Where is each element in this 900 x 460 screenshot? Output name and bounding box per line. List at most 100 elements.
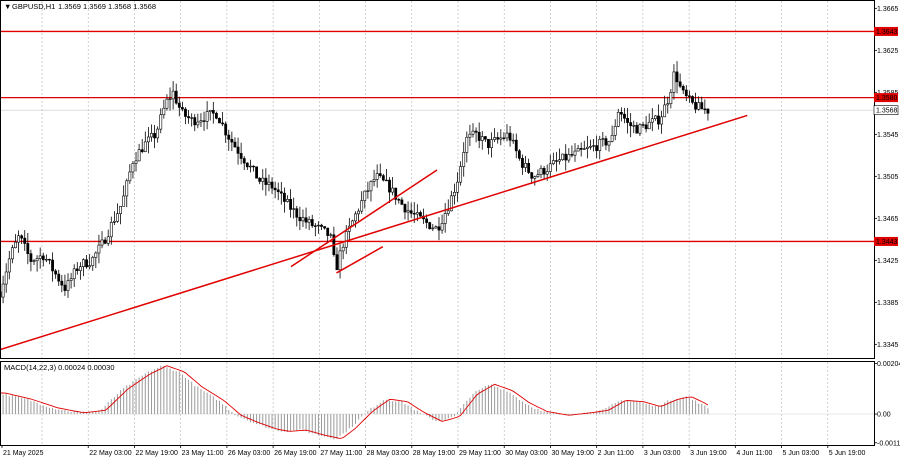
macd-pane-frame [0,361,875,446]
candle-body [598,139,602,151]
candle-body [177,102,181,108]
candle-body [174,90,178,104]
candle-body [97,244,101,254]
candle-body [41,255,45,261]
candle-body [66,280,70,291]
candle-body [517,150,521,159]
candle-body [128,171,132,182]
candle-body [134,160,138,164]
candle-body [85,259,88,268]
candle-body [255,166,258,179]
candle-body [508,132,512,141]
candle-body [109,222,113,238]
current-price-tag-label: 1.3568 [876,108,898,115]
candle-body [283,192,286,202]
candle-body [199,120,203,123]
candle-body [23,237,27,244]
candle-body [267,181,271,185]
candle-body [490,139,493,148]
candle-body [650,118,654,123]
candle-body [258,177,262,182]
candle-body [276,189,280,193]
candle-body [224,123,228,136]
candle-body [623,113,626,119]
trend-line[interactable] [290,169,438,268]
candle-body [573,150,577,156]
candle-body [131,163,135,173]
candle-body [533,176,537,179]
candle-body [635,125,639,134]
candle-body [555,160,558,162]
candle-body [72,268,76,280]
candle-body [561,153,565,160]
candle-body [604,138,608,146]
candle-body [4,271,8,285]
time-tick-label: 5 Jun 19:00 [829,450,866,457]
candle-body [542,168,546,175]
candle-body [539,168,543,175]
candle-body [17,235,20,243]
candle-body [505,132,509,139]
candle-body [514,139,518,152]
candle-body [82,259,85,267]
candle-body [112,221,116,223]
candle-body [388,179,391,193]
level-price-tag [874,26,898,36]
candle-body [703,108,707,111]
candle-body [122,195,126,207]
candle-body [211,110,215,114]
price-tick-label: 1.3425 [877,258,899,265]
candle-body [38,255,42,259]
price-pane-frame [0,0,875,359]
time-tick-label: 28 May 03:00 [367,450,410,457]
candle-body [289,199,292,210]
candle-body [320,224,323,227]
candle-body [187,116,190,119]
horizontal-levels[interactable] [0,30,874,243]
candle-body [681,85,685,91]
candle-body [415,212,419,215]
time-tick-label: 2 Jun 11:00 [598,450,634,457]
candle-body [521,158,524,168]
price-tags: 1.3643 1.3580 1.3443 1.3568 [873,26,899,246]
candle-body [146,136,150,143]
candle-body [202,120,206,122]
price-tick-label: 1.3345 [877,342,899,349]
candle-body [20,235,24,239]
candle-body [403,204,407,213]
candle-body [261,177,265,182]
candle-body [437,226,441,231]
candle-body [666,103,670,106]
price-pane[interactable] [0,0,875,359]
candle-body [483,136,487,140]
candle-body [576,148,580,152]
candle-body [496,137,500,140]
symbol-dropdown-icon[interactable]: ▼ [4,2,11,11]
candle-body [558,159,561,162]
trend-lines[interactable] [0,114,748,351]
time-tick-label: 23 May 11:00 [182,450,224,457]
candle-body [116,213,119,222]
candle-body [143,141,147,153]
macd-pane[interactable] [0,361,875,446]
candle-body [653,115,657,119]
level-price-tag [874,236,898,246]
candle-body [245,162,249,168]
candle-body [295,208,299,218]
candle-body [162,107,166,116]
candle-body [619,111,623,115]
candle-body [551,160,555,165]
price-tick-label: 1.3625 [877,48,899,55]
candle-body [165,98,169,109]
trend-line[interactable] [336,246,384,274]
trend-line[interactable] [0,114,748,351]
macd-tick-label: -0.00116 [877,440,900,447]
candle-body [378,173,382,176]
candle-body [264,177,268,185]
candle-body [687,95,691,97]
time-axis[interactable]: 21 May 2025 22 May 03:00 22 May 19:00 23 Ma… [1,445,866,457]
candle-body [601,138,605,140]
time-tick-label: 26 May 03:00 [228,450,271,457]
